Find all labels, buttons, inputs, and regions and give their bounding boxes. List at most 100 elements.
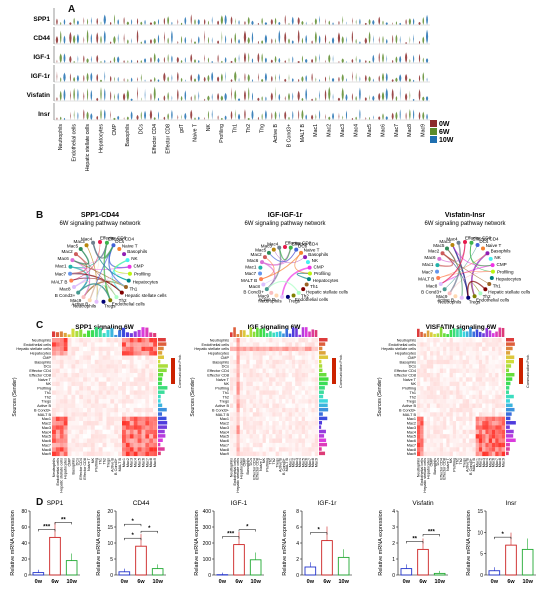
heatmap-cell <box>102 342 107 347</box>
heatmap-top-bar <box>106 329 110 337</box>
heatmap-cell <box>314 359 319 365</box>
heatmap-cell <box>114 403 119 409</box>
heatmap-cell <box>114 429 119 435</box>
heatmap-cell <box>459 355 463 360</box>
violin-shape <box>426 14 428 25</box>
heatmap-cell <box>262 342 266 347</box>
heatmap-side-bar <box>506 438 516 443</box>
heatmap-cell <box>265 425 270 430</box>
heatmap-cell <box>491 442 496 448</box>
panel-label-d: D <box>36 497 44 508</box>
heatmap-side-bar <box>506 372 515 377</box>
heatmap-side-bar <box>158 342 167 346</box>
heatmap-cell <box>269 368 273 374</box>
network-node <box>436 276 441 281</box>
heatmap-cell <box>133 407 138 413</box>
heatmap-cell <box>430 416 434 422</box>
heatmap-cell <box>141 438 146 443</box>
violin-shape <box>194 117 196 120</box>
violin-shape <box>63 88 66 101</box>
violin-shape <box>73 76 76 82</box>
heatmap-cell <box>246 416 250 422</box>
violin-shape <box>136 59 139 63</box>
heatmap-cell <box>133 425 138 430</box>
heatmap-cell <box>285 403 289 409</box>
violin-shape <box>355 38 357 44</box>
heatmap-cell <box>465 447 470 452</box>
heatmap-cell <box>122 377 126 382</box>
heatmap-row-label: Mac1 <box>42 417 51 421</box>
network-node-label: Active B <box>437 298 454 303</box>
heatmap-top-bar <box>501 327 505 337</box>
heatmap-cell <box>469 338 473 343</box>
heatmap-cell <box>285 368 289 374</box>
heatmap-cell <box>308 355 312 360</box>
heatmap-cell <box>79 407 84 413</box>
network-node <box>453 294 458 299</box>
heatmap-side-bar <box>506 377 513 381</box>
heatmap-cell <box>439 425 444 430</box>
heatmap-cell <box>269 364 273 369</box>
heatmap-cell <box>133 416 138 422</box>
heatmap-cell <box>456 394 460 400</box>
heatmap-cell <box>275 359 279 365</box>
heatmap-cell <box>285 442 289 448</box>
heatmap-cell <box>110 421 115 426</box>
violin-shape <box>399 74 402 82</box>
heatmap-cell <box>472 359 476 365</box>
heatmap-row-label: Mac8 <box>220 448 229 452</box>
network-node-label: Mac2 <box>428 248 440 253</box>
heatmap-cell <box>63 390 68 395</box>
significance-label: *** <box>43 524 51 530</box>
heatmap-cell <box>52 442 56 448</box>
heatmap-cell <box>249 338 253 343</box>
heatmap-side-bar <box>319 447 322 451</box>
heatmap-top-bar <box>71 328 75 337</box>
violin-shape <box>261 113 263 120</box>
heatmap-cell <box>246 442 250 448</box>
heatmap-cell <box>230 368 234 374</box>
heatmap-cell <box>433 438 437 443</box>
heatmap-cell <box>459 394 463 400</box>
violin-shape <box>56 97 58 101</box>
heatmap-cell <box>285 364 289 369</box>
heatmap-cell <box>439 355 444 360</box>
heatmap-cell <box>249 416 253 422</box>
heatmap-cell <box>239 399 244 404</box>
heatmap-cell <box>430 381 434 387</box>
bar-chart-xtick-label: 0w <box>35 579 43 585</box>
heatmap-cell <box>495 394 499 400</box>
heatmap-cell <box>278 372 283 378</box>
heatmap-cell <box>478 434 483 439</box>
network-node <box>487 282 492 286</box>
heatmap-cell <box>122 442 126 448</box>
heatmap-cell <box>298 421 302 426</box>
heatmap-cell <box>153 346 158 352</box>
heatmap-cell <box>469 342 473 347</box>
heatmap-cell <box>278 338 283 343</box>
panel-label-c: C <box>36 320 44 331</box>
heatmap-cell <box>472 351 476 356</box>
heatmap-cell <box>420 390 424 395</box>
heatmap-cell <box>278 438 283 443</box>
heatmap-cell <box>153 338 158 343</box>
violin-shape <box>425 95 429 101</box>
heatmap-cell <box>491 412 496 417</box>
heatmap-cell <box>482 407 486 413</box>
violin-shape <box>211 93 213 101</box>
heatmap-row-label: DCs <box>222 365 229 369</box>
heatmap-cell <box>314 364 319 369</box>
heatmap-top-bar <box>52 331 56 337</box>
heatmap-cell <box>236 399 240 404</box>
heatmap-cell <box>52 421 56 426</box>
violin-shape <box>392 34 394 44</box>
heatmap-cell <box>67 447 72 452</box>
heatmap-cell <box>495 403 499 409</box>
heatmap-cell <box>83 338 88 343</box>
heatmap-cell <box>298 412 302 417</box>
heatmap-cell <box>439 438 444 443</box>
heatmap-cell <box>118 438 123 443</box>
heatmap-cell <box>285 338 289 343</box>
heatmap-cell <box>488 416 493 422</box>
heatmap-top-bar <box>87 330 91 337</box>
